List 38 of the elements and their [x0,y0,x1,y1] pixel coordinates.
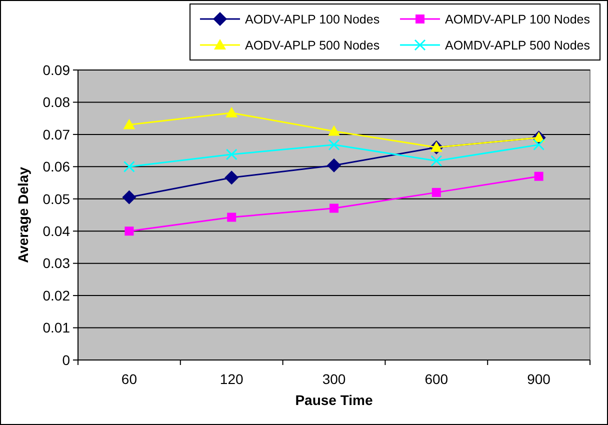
y-tick-label: 0.03 [42,255,70,272]
point [224,170,239,185]
x-tick-label: 120 [220,371,244,387]
point [330,204,338,213]
y-tick-label: 0.09 [42,62,70,78]
y-tick-label: 0.08 [42,94,70,110]
x-tick-label: 900 [527,371,551,387]
point [432,188,441,197]
y-tick-label: 0.02 [42,287,70,304]
legend-label: AODV-APLP 500 Nodes [245,38,380,52]
point [430,155,442,167]
point [226,106,238,118]
point [124,226,134,236]
point [226,148,238,160]
y-tick-label: 0.06 [42,158,70,175]
point [534,172,544,181]
point [328,125,340,136]
y-axis-title: Average Delay [15,166,31,263]
point [123,118,136,130]
point [328,139,340,151]
point [327,158,341,172]
legend-label: AOMDV-APLP 500 Nodes [445,38,590,52]
x-tick-label: 300 [322,371,346,387]
legend-label: AOMDV-APLP 100 Nodes [445,12,590,26]
x-tick-label: 600 [424,371,448,387]
point [122,190,136,204]
point [430,141,442,152]
y-tick-label: 0.05 [42,190,70,207]
y-tick-label: 0.01 [42,320,70,336]
point [533,139,545,151]
point [227,212,236,222]
y-tick-label: 0.04 [42,223,70,240]
y-tick-label: 0.07 [42,126,70,142]
x-tick-label: 60 [121,371,138,387]
y-tick-label: 0 [62,352,70,368]
x-axis-title: Pause Time [295,392,373,408]
legend-label: AODV-APLP 100 Nodes [245,12,380,26]
point [123,160,135,172]
